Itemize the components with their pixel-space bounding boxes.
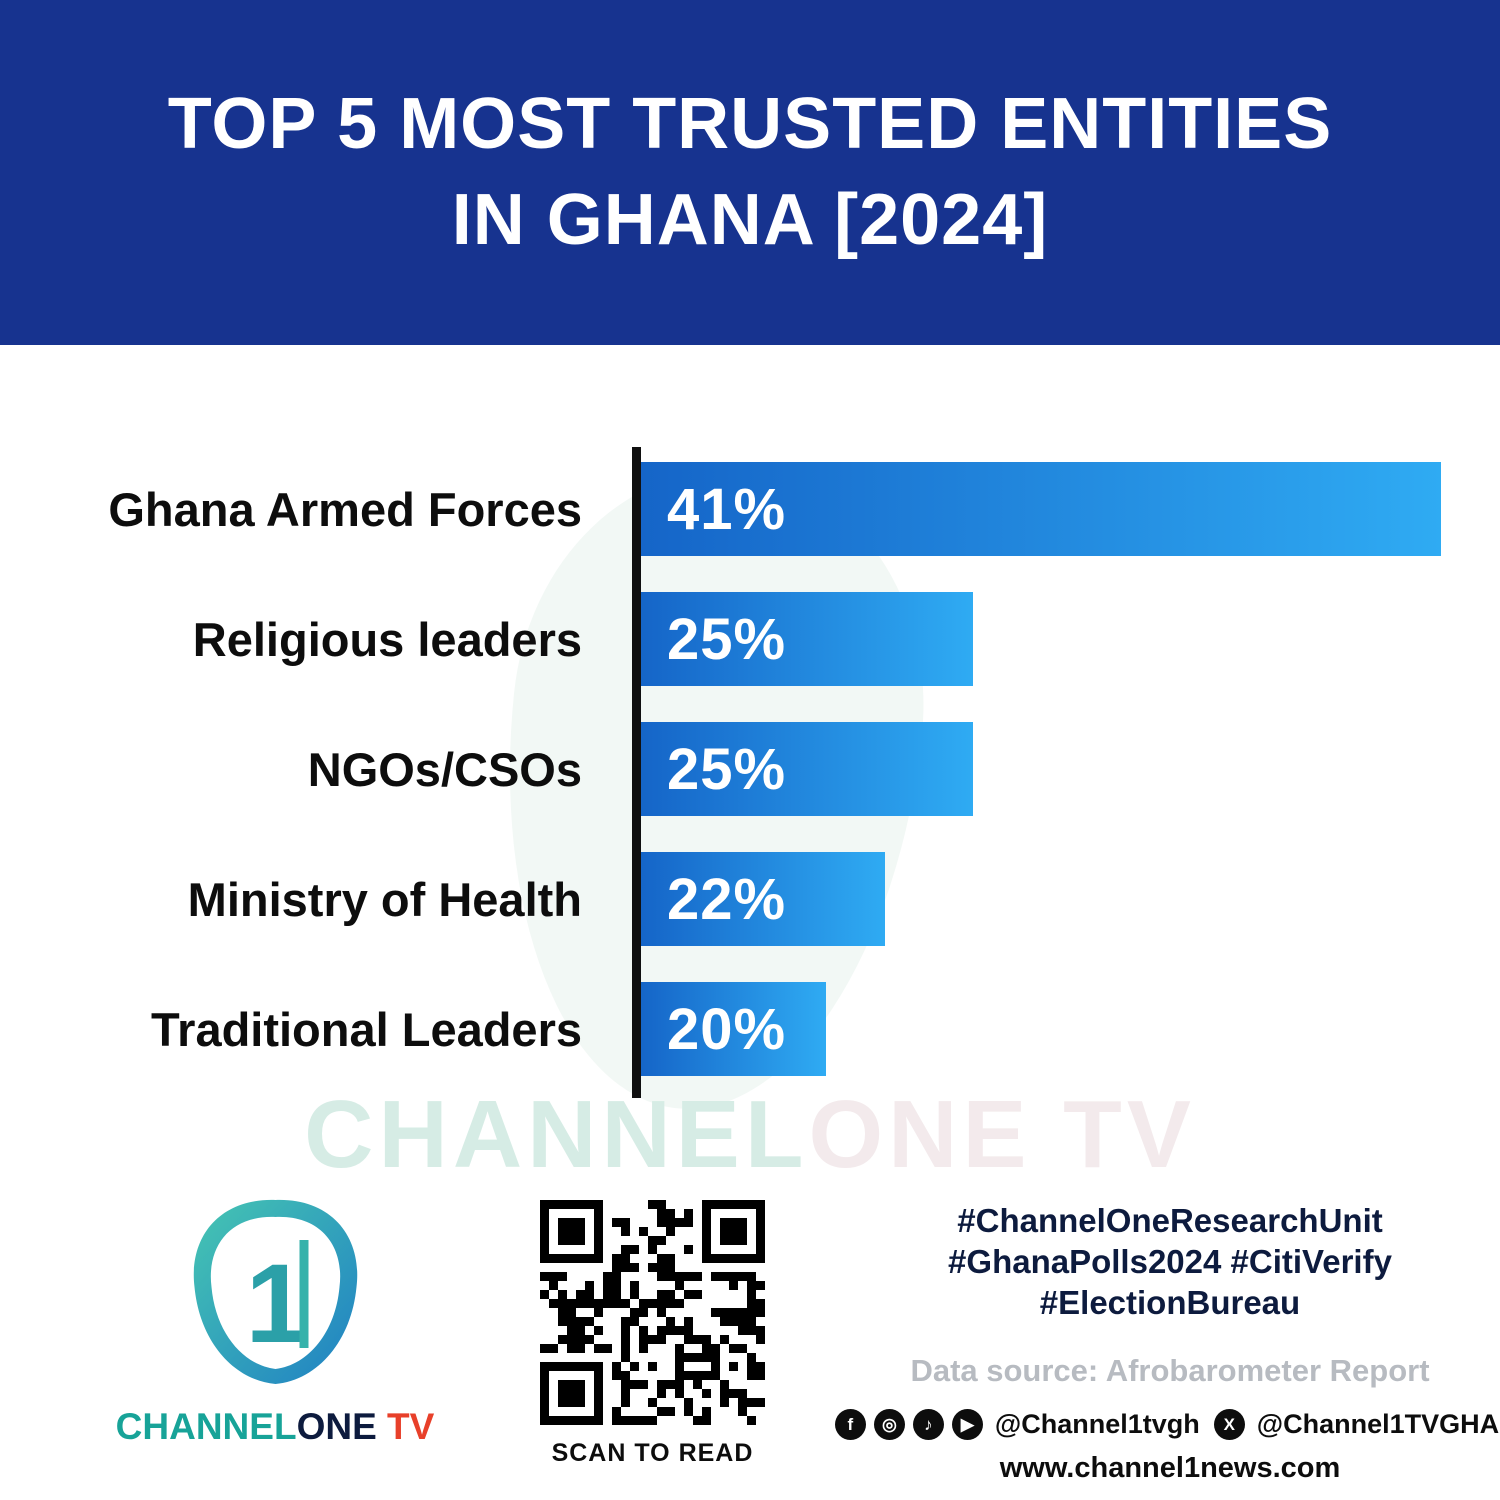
bar-value-label: 22% (667, 866, 787, 932)
x-icon: X (1213, 1409, 1245, 1440)
wordmark-one: ONE (296, 1406, 377, 1447)
chart-row: Religious leaders 25% (0, 592, 1500, 686)
chart-row: Ghana Armed Forces 41% (0, 462, 1500, 556)
tiktok-icon: ♪ (912, 1409, 944, 1440)
facebook-icon: f (834, 1409, 866, 1440)
bar: 25% (641, 722, 973, 816)
channel-watermark-part2: ONE TV (808, 1081, 1196, 1188)
bar-value-label: 41% (667, 476, 787, 542)
qr-block: SCAN TO READ (540, 1200, 765, 1468)
bar: 25% (641, 592, 973, 686)
bar-value-label: 25% (667, 736, 787, 802)
hashtags-line1: #ChannelOneResearchUnit (957, 1202, 1383, 1239)
page-title-line2: IN GHANA [2024] (451, 179, 1049, 260)
category-label: NGOs/CSOs (307, 742, 582, 796)
bar-value-label: 25% (667, 606, 787, 672)
instagram-icon: ◎ (873, 1409, 905, 1440)
social-handle-2: @Channel1TVGHA (1256, 1409, 1500, 1439)
chart-row: Traditional Leaders 20% (0, 982, 1500, 1076)
channel-watermark: CHANNELONE TV (0, 1080, 1500, 1190)
bar: 22% (641, 852, 885, 946)
data-source-text: Data source: Afrobarometer Report (910, 1353, 1430, 1388)
wordmark-channel: CHANNEL (115, 1406, 297, 1447)
bar-value-label: 20% (667, 996, 787, 1062)
chart-row: Ministry of Health 22% (0, 852, 1500, 946)
logo-numeral: 1 (245, 1241, 307, 1366)
qr-caption: SCAN TO READ (551, 1439, 754, 1467)
channel-one-logo-block: 1 CHANNELONE TV (110, 1190, 440, 1448)
category-label: Religious leaders (192, 612, 582, 666)
category-label: Ghana Armed Forces (108, 482, 582, 536)
social-handle-1: @Channel1tvgh (994, 1409, 1200, 1439)
header-band: TOP 5 MOST TRUSTED ENTITIES IN GHANA [20… (0, 0, 1500, 345)
channel-one-wordmark: CHANNELONE TV (110, 1406, 440, 1448)
channel-one-logo-icon: 1 (173, 1190, 378, 1400)
chart-axis-line (632, 447, 641, 1098)
category-label: Ministry of Health (187, 872, 582, 926)
youtube-icon: ▶ (951, 1409, 983, 1440)
category-label: Traditional Leaders (151, 1002, 582, 1056)
bar-chart: Ghana Armed Forces 41% Religious leaders… (0, 462, 1500, 1112)
hashtags-line2: #GhanaPolls2024 #CitiVerify (948, 1243, 1392, 1280)
channel-watermark-part1: CHANNEL (304, 1081, 809, 1188)
hashtags-line3: #ElectionBureau (1039, 1284, 1301, 1321)
chart-row: NGOs/CSOs 25% (0, 722, 1500, 816)
website-url: www.channel1news.com (999, 1452, 1341, 1484)
footer-info-block: #ChannelOneResearchUnit #GhanaPolls2024 … (834, 1200, 1499, 1485)
qr-code (540, 1200, 765, 1425)
page-title-line1: TOP 5 MOST TRUSTED ENTITIES (167, 84, 1333, 165)
social-row: f ◎ ♪ ▶ @Channel1tvgh X @Channel1TVGHA (834, 1409, 1499, 1440)
wordmark-tv: TV (376, 1406, 435, 1447)
bar: 20% (641, 982, 826, 1076)
bar: 41% (641, 462, 1441, 556)
